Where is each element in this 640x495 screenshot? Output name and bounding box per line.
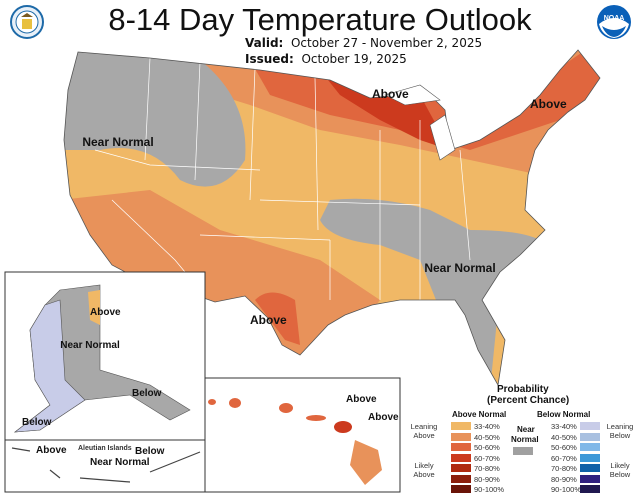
- hawaii-inset: Above Above: [204, 377, 401, 493]
- below-swatch: [580, 443, 600, 451]
- label-texas-above: Above: [250, 313, 287, 327]
- below-swatch: [580, 453, 600, 462]
- issued-date: Issued: October 19, 2025: [245, 52, 407, 66]
- label-nw-near-normal: Near Normal: [82, 135, 153, 149]
- above-swatch: [451, 474, 471, 483]
- below-range-label: 90-100%: [551, 485, 582, 494]
- above-swatch: [451, 432, 471, 441]
- below-range-label: 60-70%: [551, 453, 577, 463]
- above-range-label: 80-90%: [474, 474, 500, 484]
- label-great-lakes-above: Above: [372, 87, 409, 101]
- above-range-label: 33-40%: [474, 422, 500, 431]
- above-range-label: 50-60%: [474, 443, 500, 452]
- alaska-inset: Above Near Normal Below Below: [4, 271, 206, 441]
- svg-text:Above: Above: [36, 445, 67, 456]
- below-swatch: [580, 432, 600, 441]
- above-range-label: 40-50%: [474, 432, 500, 442]
- label-northeast-above: Above: [530, 97, 567, 111]
- page-title: 8-14 Day Temperature Outlook: [108, 2, 532, 37]
- below-swatch: [580, 474, 600, 483]
- svg-text:Aleutian Islands: Aleutian Islands: [78, 445, 132, 452]
- below-swatch: [580, 464, 600, 472]
- above-swatch: [451, 485, 471, 493]
- above-range-label: 90-100%: [474, 485, 505, 494]
- above-swatch: [451, 464, 471, 472]
- svg-text:NOAA: NOAA: [604, 15, 625, 22]
- above-swatch: [451, 443, 471, 451]
- above-range-label: 70-80%: [474, 464, 500, 473]
- svg-text:Near Normal: Near Normal: [90, 457, 150, 468]
- above-swatch: [451, 453, 471, 462]
- below-range-label: 40-50%: [551, 432, 577, 442]
- below-swatch: [580, 422, 600, 430]
- svg-text:Near Normal: Near Normal: [60, 340, 120, 351]
- above-swatch: [451, 422, 471, 430]
- below-range-label: 33-40%: [551, 422, 577, 431]
- probability-legend: Probability (Percent Chance) Above Norma…: [410, 384, 634, 494]
- valid-dates: Valid: October 27 - November 2, 2025: [245, 36, 483, 50]
- aleutian-inset: Above Aleutian Islands Near Normal Below: [4, 439, 206, 493]
- below-range-label: 70-80%: [551, 464, 577, 473]
- doc-seal-logo: [10, 5, 44, 39]
- below-range-label: 50-60%: [551, 443, 577, 452]
- svg-text:Above: Above: [90, 307, 121, 318]
- svg-text:Below: Below: [132, 388, 162, 399]
- svg-text:Below: Below: [135, 446, 165, 457]
- below-swatch: [580, 485, 600, 493]
- label-southeast-near-normal: Near Normal: [424, 261, 495, 275]
- above-range-label: 60-70%: [474, 453, 500, 463]
- great-lakes: [384, 84, 456, 161]
- svg-text:Above: Above: [368, 412, 399, 423]
- noaa-logo: NOAA: [597, 5, 631, 39]
- svg-text:Below: Below: [22, 417, 52, 428]
- near-normal-swatch: [513, 447, 533, 455]
- svg-text:Above: Above: [346, 394, 377, 405]
- below-range-label: 80-90%: [551, 474, 577, 484]
